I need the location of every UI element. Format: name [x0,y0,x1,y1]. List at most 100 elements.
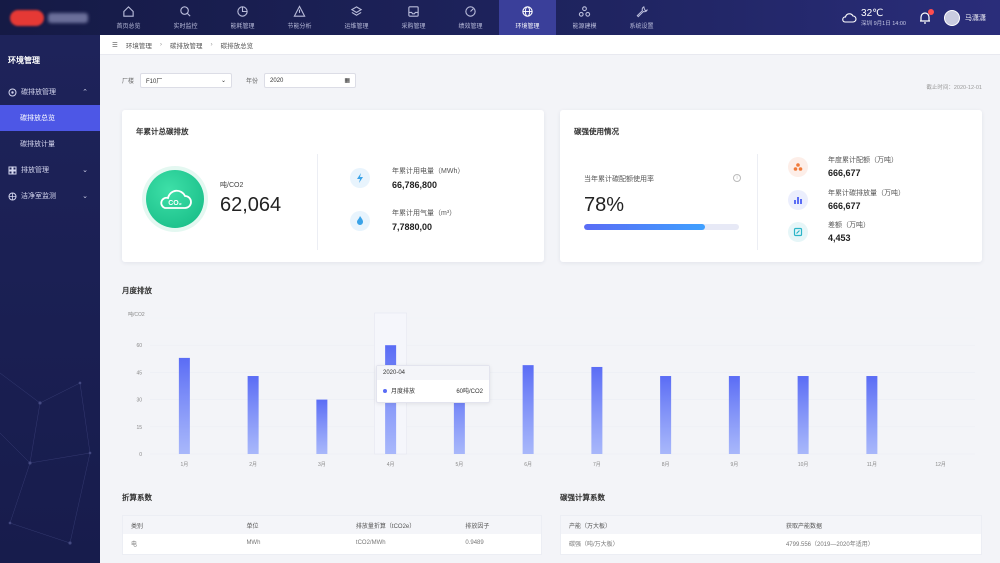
user-menu[interactable]: 马潇潇 [944,9,986,26]
flame-icon [350,211,370,231]
column-header: 产能（万大板） [569,523,612,530]
nav-item-5[interactable]: 采购管理 [385,0,442,35]
weather-date: 深圳 9月1日 14:00 [861,21,906,27]
nav-item-label: 绩效管理 [458,24,483,30]
column-header: 排放量折算（tCO2e） [355,523,416,530]
breadcrumb: ☰ 环境管理 › 碳排放管理 › 碳排放总览 [100,35,1000,55]
menu-toggle-icon[interactable]: ☰ [112,41,118,49]
table-cell: tCO2/MWh [355,540,386,546]
quota-icon [788,157,808,177]
gas-label: 年累计用气量（m³） [392,210,457,217]
column-header: 类别 [131,523,144,530]
nav-item-label: 环境管理 [515,24,540,30]
nav-item-label: 采购管理 [401,24,426,30]
year-picker[interactable]: 2020 ▦ [264,73,357,88]
home-icon [123,6,134,17]
column-header: 排放因子 [465,523,490,530]
nav-item-label: 首页总览 [116,24,141,30]
chevron-down-icon: ⌄ [82,167,88,174]
factory-select[interactable]: F10厂 ⌄ [140,73,233,88]
nav-item-2[interactable]: 能耗管理 [214,0,271,35]
bar-8月 [660,376,672,454]
inbox-icon [408,6,419,17]
sidebar-group-label: 排放管理 [21,167,49,174]
breadcrumb-separator: › [159,41,162,48]
main-content: 厂楼 F10厂 ⌄ 年份 2020 ▦ 截止时间：2020-12-01 年累计总… [100,55,1000,563]
sidebar-group-cleanroom[interactable]: 洁净室监测 ⌄ [0,183,100,209]
table-row: 碳强（吨/万大板） 4799.556（2019—2020年适用） [561,534,981,552]
sidebar-group-carbon[interactable]: 碳排放管理 ⌃ [0,79,100,105]
diff-icon [788,222,808,242]
tooltip-title: 2020-04 [377,366,489,380]
bar-6月 [522,365,534,454]
tooltip-row: 月度排放 60吨/CO2 [377,380,489,401]
notification-badge [928,8,934,15]
column-header: 单位 [246,523,259,530]
x-tick-label: 2月 [249,462,257,468]
breadcrumb-separator: › [210,41,213,48]
notification-bell-icon[interactable] [918,8,934,25]
nav-item-label: 实时监控 [173,24,198,30]
weather-temp: 32℃ [861,8,884,19]
quota-label: 年度累计配额（万吨） [828,157,898,164]
sidebar-group-emission[interactable]: 排放管理 ⌄ [0,157,100,183]
cloud-sun-icon [842,12,857,23]
nav-item-6[interactable]: 绩效管理 [442,0,499,35]
grid-icon [8,166,17,174]
nav-item-0[interactable]: 首页总览 [100,0,157,35]
usage-card-title: 碳强使用情况 [574,127,619,136]
bar-5月 [453,381,465,454]
nav-item-label: 系统设置 [629,24,654,30]
y-tick-label: 0 [139,452,142,458]
info-icon[interactable]: i [733,174,741,182]
top-right-area: 32℃ 深圳 9月1日 14:00 马潇潇 [841,0,986,35]
carbon-calc-title: 碳强计算系数 [560,493,605,502]
monthly-emission-chart: 吨/CO2 0 15 30 45 60 1月 2月 3月 4月 5月 6月 7月 8月 9月 10月 11月 12… [110,306,985,486]
conversion-title: 折算系数 [122,493,152,502]
nav-item-9[interactable]: 系统设置 [613,0,670,35]
nav-item-label: 运维管理 [344,24,369,30]
tooltip-series-name: 月度排放 [391,389,416,395]
layers-icon [350,6,363,16]
y-tick-label: 60 [136,343,142,349]
table-row: 电 MWh tCO2/MWh 0.9489 [123,534,541,552]
breadcrumb-current: 碳排放总览 [220,42,254,50]
x-tick-label: 4月 [387,462,395,468]
calendar-icon: ▦ [344,78,351,84]
top-nav-bar: 首页总览 实时监控 能耗管理 节能分析 运维管理 采购管理 绩效管理 环境管理 能源建模 系统设置… [0,0,1000,35]
sidebar-group-label: 碳排放管理 [21,89,56,96]
settings-circle-icon [8,88,17,96]
nav-item-4[interactable]: 运维管理 [328,0,385,35]
gas-value: 7,7880,00 [392,222,433,232]
nav-item-label: 能耗管理 [230,24,255,30]
x-tick-label: 6月 [524,462,532,468]
card-divider [317,154,318,250]
breadcrumb-item[interactable]: 碳排放管理 [170,42,203,50]
x-tick-label: 5月 [455,462,463,468]
sidebar-item-carbon-metering[interactable]: 碳排放计量 [20,141,55,148]
bar-9月 [728,376,740,454]
nav-item-1[interactable]: 实时监控 [157,0,214,35]
emissions-unit: 吨/CO2 [220,182,244,189]
nav-item-7[interactable]: 环境管理 [499,0,556,35]
chevron-down-icon: ⌄ [82,193,88,200]
factory-select-value: F10厂 [146,79,163,85]
breadcrumb-item[interactable]: 环境管理 [125,42,152,50]
year-picker-value: 2020 [270,77,284,84]
nav-item-3[interactable]: 节能分析 [271,0,328,35]
emit-value: 666,677 [828,201,861,211]
weather-widget: 32℃ 深圳 9月1日 14:00 [841,8,906,27]
diff-label: 差额（万吨） [828,222,870,229]
co2-cloud-icon: CO₂ [146,170,204,228]
y-tick-label: 15 [136,425,142,431]
usage-rate-value: 78% [584,194,625,216]
sidebar-item-carbon-overview[interactable]: 碳排放总览 [0,105,100,131]
y-tick-label: 30 [136,398,142,404]
lightning-icon [350,168,370,188]
main-nav: 首页总览 实时监控 能耗管理 节能分析 运维管理 采购管理 绩效管理 环境管理 能源建模 系统设置 [100,0,670,35]
quota-value: 666,677 [828,168,861,178]
monitor-search-icon [180,6,191,17]
user-name: 马潇潇 [965,14,986,22]
company-logo[interactable] [0,0,100,35]
nav-item-8[interactable]: 能源建模 [556,0,613,35]
